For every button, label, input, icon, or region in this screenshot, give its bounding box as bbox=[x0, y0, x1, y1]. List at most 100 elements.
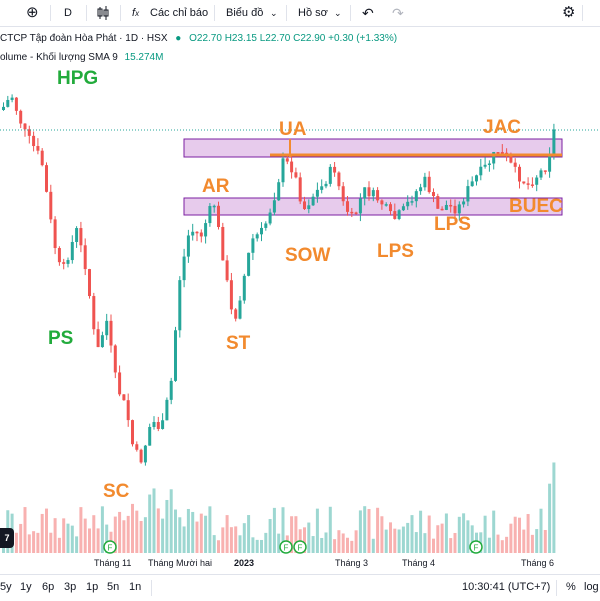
volume-bar bbox=[131, 503, 134, 553]
volume-bar bbox=[139, 520, 143, 553]
candle-body bbox=[419, 187, 423, 192]
volume-bar bbox=[186, 508, 190, 553]
volume-label[interactable]: olume - Khối lượng SMA 9 bbox=[0, 52, 118, 63]
range-1y[interactable]: 1y bbox=[20, 581, 32, 593]
volume-bar bbox=[530, 534, 534, 553]
volume-bar bbox=[496, 534, 500, 553]
symbol-name[interactable]: CTCP Tập đoàn Hòa Phát · 1D · HSX bbox=[0, 33, 168, 44]
time-axis[interactable]: Tháng 11 Tháng Mười hai 2023 Tháng 3 Thá… bbox=[0, 556, 600, 574]
range-1p[interactable]: 1p bbox=[86, 581, 99, 593]
indicators-button[interactable]: Các chỉ báo bbox=[150, 7, 209, 19]
time-label: Tháng Mười hai bbox=[148, 558, 212, 568]
volume-bar bbox=[432, 538, 435, 553]
candle-body bbox=[315, 189, 319, 197]
candle-body bbox=[14, 97, 18, 111]
clock-time[interactable]: 10:30:41 (UTC+7) bbox=[462, 581, 551, 593]
tradingview-logo[interactable]: 7 bbox=[0, 528, 14, 548]
volume-bar bbox=[57, 537, 61, 553]
candle-body bbox=[513, 162, 517, 167]
volume-bar bbox=[505, 536, 509, 553]
candle-body bbox=[363, 187, 367, 199]
event-marker-label: F bbox=[108, 544, 113, 553]
candle-body bbox=[285, 158, 289, 162]
candle-body bbox=[161, 420, 165, 429]
change-value: +0.30 (+1.33%) bbox=[328, 33, 398, 44]
indicators-icon[interactable]: fx bbox=[132, 7, 140, 19]
ticker-annotation: HPG bbox=[57, 68, 99, 89]
toolbar-divider bbox=[151, 580, 152, 596]
time-label: Tháng 3 bbox=[335, 558, 369, 568]
volume-bar bbox=[169, 489, 173, 553]
volume-bar bbox=[277, 533, 281, 553]
volume-bar bbox=[535, 529, 539, 553]
sow-annotation: SOW bbox=[285, 245, 331, 266]
volume-bar bbox=[543, 529, 547, 553]
candle-body bbox=[122, 394, 126, 401]
candle-body bbox=[298, 177, 302, 202]
candle-body bbox=[436, 196, 440, 209]
bottom-toolbar: 5y 1y 6p 3p 1p 5n 1n 10:30:41 (UTC+7) % … bbox=[0, 574, 600, 601]
candle-body bbox=[131, 420, 134, 445]
volume-bar bbox=[526, 514, 530, 553]
candles-icon[interactable] bbox=[96, 0, 110, 26]
candle-body bbox=[350, 211, 354, 214]
volume-bar bbox=[358, 510, 362, 553]
candle-body bbox=[380, 200, 384, 205]
candle-body bbox=[518, 166, 521, 182]
lps-annotation-2: LPS bbox=[434, 214, 471, 235]
candle-body bbox=[487, 163, 491, 165]
range-6p[interactable]: 6p bbox=[42, 581, 55, 593]
log-toggle[interactable]: log bbox=[584, 581, 599, 593]
volume-bar bbox=[324, 532, 328, 553]
chevron-down-icon[interactable]: ⌄ bbox=[334, 8, 342, 18]
settings-icon[interactable]: ⚙ bbox=[562, 4, 576, 21]
interval-button[interactable]: D bbox=[64, 7, 72, 19]
percent-toggle[interactable]: % bbox=[566, 581, 576, 593]
market-status-dot: ● bbox=[175, 33, 182, 44]
candle-body bbox=[522, 181, 526, 184]
redo-icon[interactable]: ↷ bbox=[392, 5, 404, 21]
candle-body bbox=[36, 146, 40, 151]
jac-annotation: JAC bbox=[483, 117, 522, 138]
candle-body bbox=[212, 205, 216, 208]
candle-body bbox=[2, 106, 5, 110]
volume-bar bbox=[363, 506, 367, 553]
undo-icon[interactable]: ↶ bbox=[362, 5, 374, 21]
candle-body bbox=[79, 228, 83, 246]
volume-bar bbox=[264, 532, 268, 553]
chart-layout-button[interactable]: Biểu đồ bbox=[226, 7, 264, 19]
candle-body bbox=[251, 238, 255, 253]
volume-value: 15.274M bbox=[124, 52, 164, 63]
volume-bar bbox=[346, 537, 349, 553]
candle-body bbox=[260, 227, 263, 235]
add-symbol-icon[interactable]: ⊕ bbox=[26, 4, 39, 21]
volume-bar bbox=[315, 508, 319, 553]
volume-bar bbox=[487, 537, 491, 553]
volume-bar bbox=[548, 483, 552, 553]
volume-bar bbox=[191, 511, 195, 553]
candle-body bbox=[152, 422, 156, 427]
volume-bar bbox=[161, 518, 165, 553]
volume-bar bbox=[83, 518, 87, 553]
chevron-down-icon[interactable]: ⌄ bbox=[270, 8, 278, 18]
candle-body bbox=[393, 211, 397, 219]
volume-bar bbox=[539, 508, 543, 553]
candle-body bbox=[139, 449, 143, 463]
ps-annotation: PS bbox=[48, 328, 74, 349]
candle-body bbox=[414, 191, 418, 202]
candle-body bbox=[539, 170, 543, 178]
volume-bar bbox=[509, 523, 513, 553]
range-5n[interactable]: 5n bbox=[107, 581, 120, 593]
range-3p[interactable]: 3p bbox=[64, 581, 77, 593]
candle-body bbox=[96, 329, 100, 348]
volume-bar bbox=[238, 535, 242, 553]
volume-bar bbox=[311, 536, 315, 553]
candle-body bbox=[389, 204, 392, 212]
profile-button[interactable]: Hồ sơ bbox=[298, 7, 328, 19]
range-5y[interactable]: 5y bbox=[0, 581, 12, 593]
volume-bar bbox=[23, 507, 27, 553]
event-marker-label: F bbox=[284, 544, 289, 553]
candle-body bbox=[457, 204, 461, 214]
volume-bar bbox=[522, 529, 526, 553]
range-1n[interactable]: 1n bbox=[129, 581, 142, 593]
